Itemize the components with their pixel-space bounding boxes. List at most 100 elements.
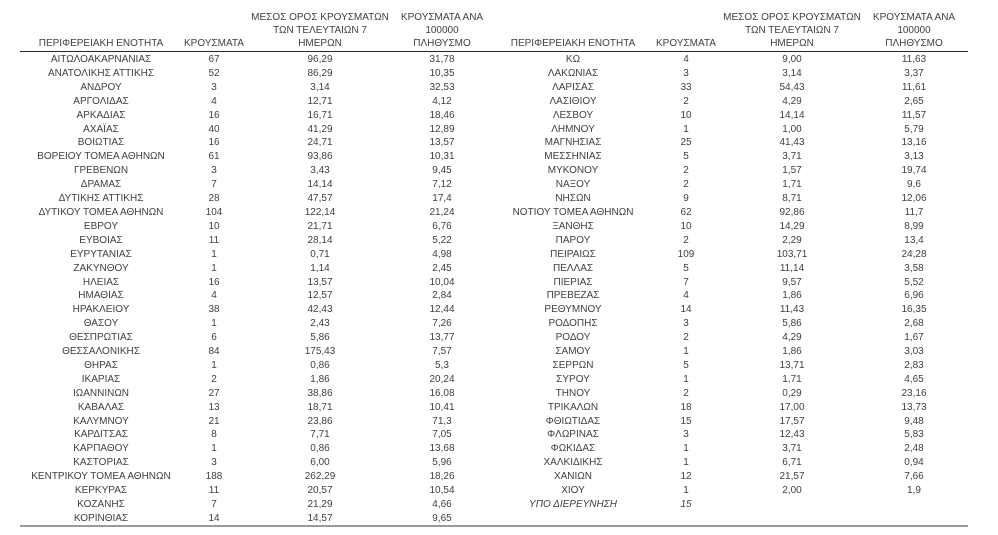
cell-region: ΠΕΙΡΑΙΩΣ (550, 248, 596, 260)
table-row: ΧΑΝΙΩΝ 12 21,57 7,66 (492, 470, 962, 484)
table-row: ΛΕΣΒΟΥ 10 14,14 11,57 (492, 109, 962, 123)
cell-avg7: 0,29 (782, 387, 802, 399)
cell-avg7: 2,29 (782, 234, 802, 246)
cell-per100k: 9,6 (907, 179, 921, 191)
cell-avg7: 9,57 (782, 276, 802, 288)
table-row: ΗΛΕΙΑΣ 16 13,57 10,04 (20, 276, 490, 290)
table-row: ΑΝΔΡΟΥ 3 3,14 32,53 (20, 81, 490, 95)
table-row: ΦΛΩΡΙΝΑΣ 3 12,43 5,83 (492, 428, 962, 442)
table-row: ΠΕΙΡΑΙΩΣ 109 103,71 24,28 (492, 248, 962, 262)
cell-cases: 1 (211, 262, 217, 274)
cell-region: ΝΑΞΟΥ (555, 179, 591, 191)
cell-avg7: 1,14 (310, 262, 330, 274)
table-row: ΠΑΡΟΥ 2 2,29 13,4 (492, 234, 962, 248)
cell-avg7: 1,86 (782, 290, 802, 302)
table-row: ΚΑΡΔΙΤΣΑΣ 8 7,71 7,05 (20, 428, 490, 442)
cell-region: ΠΡΕΒΕΖΑΣ (546, 290, 600, 302)
cell-cases: 7 (683, 276, 689, 288)
table-row: ΣΑΜΟΥ 1 1,86 3,03 (492, 345, 962, 359)
header-row: ΠΕΡΙΦΕΡΕΙΑΚΗ ΕΝΟΤΗΤΑ ΚΡΟΥΣΜΑΤΑ ΜΕΣΟΣ ΟΡΟ… (492, 8, 962, 53)
cell-region: ΘΗΡΑΣ (84, 359, 118, 371)
cell-per100k: 18,46 (429, 109, 455, 121)
cell-region: ΝΗΣΩΝ (555, 193, 591, 205)
cell-avg7: 41,43 (779, 137, 805, 149)
cell-cases: 1 (683, 485, 689, 497)
cell-per100k: 4,66 (432, 499, 452, 510)
cell-cases: 2 (683, 387, 689, 399)
cell-region: ΜΥΚΟΝΟΥ (547, 165, 599, 177)
table-row: ΑΝΑΤΟΛΙΚΗΣ ΑΤΤΙΚΗΣ 52 86,29 10,35 (20, 67, 490, 81)
cell-cases: 4 (211, 95, 217, 107)
table-row: ΜΑΓΝΗΣΙΑΣ 25 41,43 13,16 (492, 136, 962, 150)
cell-cases: 18 (680, 401, 692, 413)
cell-cases: 3 (683, 318, 689, 330)
table-row: ΚΑΣΤΟΡΙΑΣ 3 6,00 5,96 (20, 456, 490, 470)
cell-per100k: 10,35 (429, 67, 455, 79)
cell-region: ΚΑΛΥΜΝΟΥ (73, 415, 129, 427)
cell-cases: 52 (208, 67, 220, 79)
column-header-avg7-line3: ΗΜΕΡΩΝ (770, 38, 814, 49)
cell-cases: 2 (683, 332, 689, 344)
regional-cases-table-left: ΠΕΡΙΦΕΡΕΙΑΚΗ ΕΝΟΤΗΤΑ ΚΡΟΥΣΜΑΤΑ ΜΕΣΟΣ ΟΡΟ… (20, 8, 490, 526)
cell-cases: 38 (208, 304, 220, 316)
cell-region: ΙΚΑΡΙΑΣ (81, 373, 121, 385)
cell-per100k: 1,9 (907, 485, 921, 497)
cell-avg7: 1,71 (782, 373, 802, 385)
cell-per100k (866, 498, 962, 512)
cell-region: ΑΧΑΪΑΣ (83, 123, 119, 135)
table-body-right: ΚΩ 4 9,00 11,63 ΛΑΚΩΝΙΑΣ 3 3,14 3,37 ΛΑΡΙΣΑΣ 33 54… (492, 53, 962, 512)
cell-avg7: 3,71 (782, 443, 802, 455)
table-header: ΠΕΡΙΦΕΡΕΙΑΚΗ ΕΝΟΤΗΤΑ ΚΡΟΥΣΜΑΤΑ ΜΕΣΟΣ ΟΡΟ… (492, 8, 962, 53)
table-row: ΡΕΘΥΜΝΟΥ 14 11,43 16,35 (492, 303, 962, 317)
cell-avg7: 0,71 (310, 248, 330, 260)
table-row: ΞΑΝΘΗΣ 10 14,29 8,99 (492, 220, 962, 234)
column-header-region: ΠΕΡΙΦΕΡΕΙΑΚΗ ΕΝΟΤΗΤΑ (492, 8, 654, 53)
cell-per100k: 9,45 (432, 165, 452, 177)
cell-per100k: 5,83 (904, 429, 924, 441)
cell-avg7: 9,00 (782, 54, 802, 65)
cell-region: ΣΑΜΟΥ (555, 346, 591, 358)
table-row: ΘΕΣΠΡΩΤΙΑΣ 6 5,86 13,77 (20, 331, 490, 345)
cell-avg7: 24,71 (307, 137, 333, 149)
table-row: ΧΙΟΥ 1 2,00 1,9 (492, 484, 962, 498)
table-header: ΠΕΡΙΦΕΡΕΙΑΚΗ ΕΝΟΤΗΤΑ ΚΡΟΥΣΜΑΤΑ ΜΕΣΟΣ ΟΡΟ… (20, 8, 490, 53)
cell-region: ΗΛΕΙΑΣ (82, 276, 120, 288)
cell-cases: 1 (683, 443, 689, 455)
cell-avg7: 42,43 (307, 304, 333, 316)
cell-cases: 8 (211, 429, 217, 441)
cell-avg7: 1,71 (782, 179, 802, 191)
cell-per100k: 6,96 (904, 290, 924, 302)
table-row: ΦΩΚΙΔΑΣ 1 3,71 2,48 (492, 442, 962, 456)
cell-region: ΤΡΙΚΑΛΩΝ (547, 401, 599, 413)
cell-avg7: 21,29 (307, 499, 333, 510)
cell-avg7: 8,71 (782, 193, 802, 205)
table-row: ΔΥΤΙΚΟΥ ΤΟΜΕΑ ΑΘΗΝΩΝ 104 122,14 21,24 (20, 206, 490, 220)
cell-region: ΧΑΛΚΙΔΙΚΗΣ (543, 457, 603, 469)
cell-cases: 62 (680, 206, 692, 218)
table-row: ΚΑΛΥΜΝΟΥ 21 23,86 71,3 (20, 415, 490, 429)
regional-cases-table-right: ΠΕΡΙΦΕΡΕΙΑΚΗ ΕΝΟΤΗΤΑ ΚΡΟΥΣΜΑΤΑ ΜΕΣΟΣ ΟΡΟ… (492, 8, 962, 512)
cell-cases: 3 (211, 165, 217, 177)
cell-per100k: 2,45 (432, 262, 452, 274)
cell-avg7: 4,29 (782, 95, 802, 107)
table-row: ΒΟΡΕΙΟΥ ΤΟΜΕΑ ΑΘΗΝΩΝ 61 93,86 10,31 (20, 150, 490, 164)
table-row: ΡΟΔΟΥ 2 4,29 1,67 (492, 331, 962, 345)
table-row: ΒΟΙΩΤΙΑΣ 16 24,71 13,57 (20, 136, 490, 150)
cell-per100k: 13,16 (901, 137, 927, 149)
table-row: ΚΕΝΤΡΙΚΟΥ ΤΟΜΕΑ ΑΘΗΝΩΝ 188 262,29 18,26 (20, 470, 490, 484)
cell-region: ΦΛΩΡΙΝΑΣ (547, 429, 599, 441)
column-header-avg7-line1: ΜΕΣΟΣ ΟΡΟΣ ΚΡΟΥΣΜΑΤΩΝ (723, 12, 861, 23)
cell-per100k: 32,53 (429, 81, 455, 93)
cell-region: ΑΝΔΡΟΥ (80, 81, 122, 93)
cell-region: ΒΟΡΕΙΟΥ ΤΟΜΕΑ ΑΘΗΝΩΝ (37, 151, 165, 163)
table-row: ΑΙΤΩΛΟΑΚΑΡΝΑΝΙΑΣ 67 96,29 31,78 (20, 53, 490, 67)
table-row: ΘΑΣΟΥ 1 2,43 7,26 (20, 317, 490, 331)
cell-region: ΝΟΤΙΟΥ ΤΟΜΕΑ ΑΘΗΝΩΝ (512, 206, 634, 218)
cell-cases: 3 (683, 67, 689, 79)
table-row: ΚΕΡΚΥΡΑΣ 11 20,57 10,54 (20, 484, 490, 498)
cell-region: ΔΥΤΙΚΟΥ ΤΟΜΕΑ ΑΘΗΝΩΝ (38, 206, 164, 218)
cell-per100k: 2,68 (904, 318, 924, 330)
cell-per100k: 9,48 (904, 415, 924, 427)
cell-region: ΜΕΣΣΗΝΙΑΣ (544, 151, 602, 163)
cell-cases: 33 (680, 81, 692, 93)
